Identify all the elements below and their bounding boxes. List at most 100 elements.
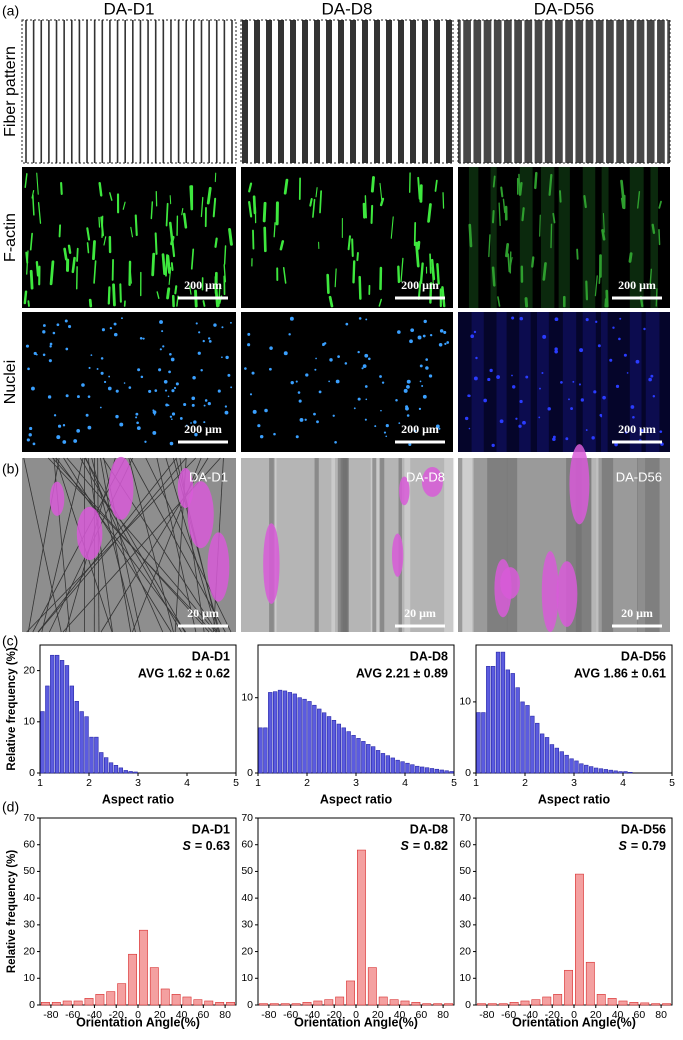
nucleus (357, 350, 360, 354)
nucleus (273, 432, 276, 436)
nucleus (26, 438, 30, 442)
y-tick-label: 0 (247, 767, 253, 779)
nucleus (64, 319, 68, 323)
actin-fiber (498, 202, 501, 227)
x-tick-label: 40 (176, 1009, 188, 1021)
cell (541, 551, 559, 633)
x-axis-label: Aspect ratio (102, 792, 175, 806)
nucleus (615, 384, 620, 389)
bar (356, 738, 361, 774)
bar (390, 757, 395, 774)
nucleus (33, 351, 37, 356)
bar (378, 996, 388, 1006)
bar (326, 716, 332, 774)
bar (439, 769, 444, 774)
x-tick-label: 2 (304, 777, 310, 789)
nucleus (316, 420, 319, 424)
actin-fiber (416, 240, 421, 250)
bar (312, 704, 317, 774)
bar (204, 1000, 214, 1006)
nucleus (344, 362, 348, 365)
nucleus (29, 426, 33, 431)
nucleus (31, 386, 35, 391)
y-tick-label: 60 (459, 838, 471, 850)
actin-fiber (434, 179, 438, 192)
bar (50, 654, 55, 774)
bar (400, 1000, 410, 1006)
bar (584, 764, 589, 774)
nucleus (435, 424, 440, 429)
bar (62, 1000, 72, 1006)
bar (103, 757, 109, 774)
actin-fiber (542, 262, 547, 281)
actin-fiber (60, 182, 63, 196)
actin-fiber (49, 260, 55, 286)
nucleus (443, 330, 447, 334)
nucleus (468, 394, 471, 398)
nucleus (101, 328, 105, 332)
bar (321, 712, 327, 774)
actin-fiber (206, 186, 212, 205)
column-header: DA-D56 (534, 0, 594, 18)
actin-fiber (442, 192, 445, 209)
bar (263, 727, 268, 774)
bar (419, 766, 425, 774)
bar (535, 722, 540, 774)
cell (177, 467, 194, 509)
nucleus (364, 353, 369, 358)
nucleus (383, 431, 387, 434)
actin-fiber (347, 235, 351, 251)
bar (282, 690, 288, 774)
nucleus (28, 433, 32, 437)
nucleus (648, 377, 652, 382)
bar (628, 771, 633, 774)
nucleus (139, 336, 143, 340)
nucleus (169, 352, 172, 356)
nucleus (470, 334, 475, 339)
bar (618, 1000, 628, 1006)
actin-fiber (576, 248, 579, 260)
nucleus (295, 380, 298, 383)
nucleus (135, 416, 138, 419)
actin-fiber (282, 267, 287, 284)
nucleus (406, 384, 410, 389)
bar (405, 762, 410, 774)
actin-fiber (658, 200, 662, 209)
nucleus (410, 328, 415, 333)
sem-label: DA-D1 (189, 469, 228, 484)
nucleus (47, 395, 52, 399)
nucleus (361, 367, 364, 370)
bar (400, 761, 405, 774)
actin-fiber (326, 273, 330, 294)
actin-fiber (492, 175, 496, 188)
nucleus (650, 374, 654, 378)
actin-fiber (189, 285, 192, 295)
fiber-shadow (536, 312, 549, 452)
x-tick-label: 80 (655, 1009, 667, 1021)
bar (287, 692, 293, 774)
actin-fiber (429, 253, 432, 274)
x-tick-label: 3 (571, 777, 577, 789)
actin-fiber (400, 257, 404, 283)
nucleus (154, 389, 158, 392)
nucleus (295, 435, 299, 439)
x-tick-label: 1 (255, 777, 261, 789)
bar (640, 1002, 650, 1006)
actin-fiber (658, 229, 661, 246)
nucleus (200, 368, 203, 372)
sem-fiber (601, 458, 614, 632)
nucleus (194, 432, 198, 437)
nucleus (358, 317, 362, 320)
nucleus (153, 413, 156, 416)
y-tick-label: 50 (241, 865, 253, 877)
bar (553, 994, 563, 1006)
scale-bar-label: 200 μm (184, 278, 222, 292)
scale-bar-label: 20 μm (404, 606, 436, 620)
scale-bar-label: 20 μm (187, 606, 219, 620)
nucleus (123, 382, 126, 384)
row-label: Nuclei (2, 360, 19, 404)
nucleus (522, 420, 526, 425)
nucleus (259, 434, 264, 439)
column-header: DA-D8 (321, 0, 372, 18)
sem-fiber (100, 457, 132, 633)
